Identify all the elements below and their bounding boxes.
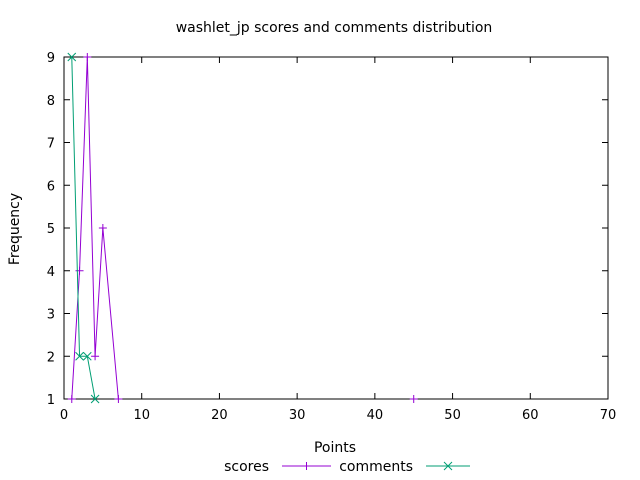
- x-tick-label: 20: [211, 408, 228, 423]
- x-tick-label: 30: [289, 408, 306, 423]
- legend-label: comments: [339, 459, 413, 475]
- legend-label: scores: [224, 459, 269, 475]
- y-tick-label: 8: [47, 94, 55, 109]
- data-point-scores: [67, 395, 76, 403]
- x-tick-label: 60: [522, 408, 539, 423]
- data-point-comments: [67, 52, 77, 62]
- data-point-scores: [98, 224, 107, 232]
- x-tick-label: 0: [60, 408, 68, 423]
- legend-item-scores: scores: [224, 459, 331, 475]
- x-axis-label: Points: [314, 440, 356, 456]
- data-point-comments: [90, 394, 100, 404]
- y-tick-label: 7: [47, 137, 55, 152]
- y-tick-label: 3: [47, 308, 55, 323]
- data-point-comments: [75, 351, 84, 361]
- x-tick-label: 50: [444, 408, 461, 423]
- legend-marker: [443, 461, 453, 471]
- series-layer: [67, 52, 418, 404]
- data-point-scores: [114, 395, 123, 403]
- data-point-scores: [409, 395, 418, 403]
- data-point-scores: [83, 53, 92, 61]
- y-axis-label: Frequency: [7, 193, 23, 265]
- y-tick-label: 9: [47, 51, 55, 66]
- plot-border: [63, 56, 609, 400]
- legend-item-comments: comments: [339, 459, 470, 475]
- x-tick-label: 40: [367, 408, 384, 423]
- legend: scores comments: [224, 459, 470, 475]
- series-comments: [67, 52, 100, 404]
- y-tick-label: 4: [47, 265, 55, 280]
- y-tick-label: 2: [47, 350, 55, 365]
- series-scores: [67, 53, 418, 403]
- data-point-scores: [75, 266, 84, 275]
- x-tick-label: 70: [600, 408, 617, 423]
- series-line-scores: [71, 56, 119, 400]
- x-tick-label: 10: [133, 408, 150, 423]
- y-tick-label: 6: [47, 179, 55, 194]
- y-tick-label: 5: [47, 222, 55, 237]
- legend-marker: [302, 462, 311, 470]
- plot-area: 0 10 20 30 40 50 60 70 1 2 3 4 5 6 7 8 9: [47, 51, 617, 423]
- chart-title: washlet_jp scores and comments distribut…: [176, 20, 493, 36]
- data-point-comments: [82, 351, 92, 361]
- data-point-scores: [91, 352, 100, 361]
- series-line-comments: [71, 56, 96, 400]
- y-tick-label: 1: [47, 393, 55, 408]
